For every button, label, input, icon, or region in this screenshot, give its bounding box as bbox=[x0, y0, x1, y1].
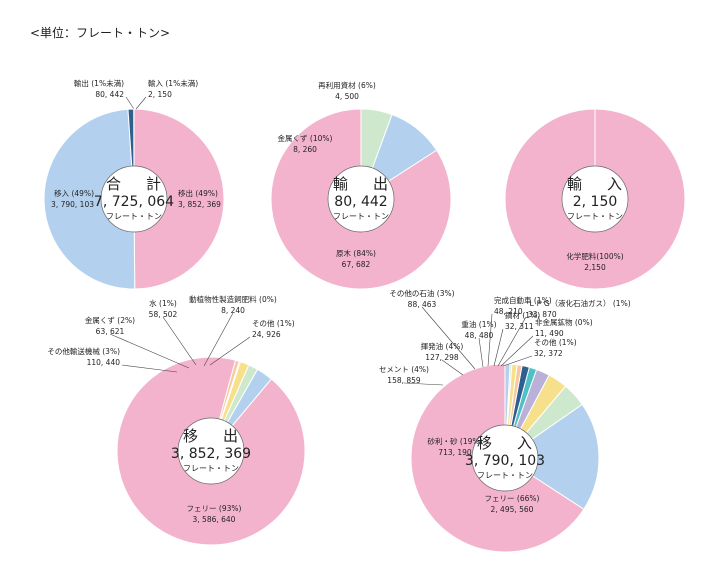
label-export-1: 金属くず (10%) bbox=[278, 133, 333, 143]
label-shipout-0: フェリー (93%) bbox=[187, 504, 242, 513]
label-shipout-1: その他輸送機械 (3%) bbox=[47, 346, 120, 356]
value-total-3: 2, 150 bbox=[148, 90, 172, 99]
value-shipout-1: 110, 440 bbox=[87, 358, 121, 367]
label-shipin-9: 非金属鉱物 (0%) bbox=[535, 317, 593, 327]
label-shipout-5: その他 (1%) bbox=[252, 318, 295, 328]
value-shipout-4: 8, 240 bbox=[221, 306, 245, 315]
value-shipin-1: 713, 190 bbox=[438, 448, 472, 457]
slice-shipin-1 bbox=[504, 403, 600, 510]
center-total-total: 7, 725, 064 bbox=[94, 194, 174, 210]
value-export-0: 67, 682 bbox=[342, 260, 371, 269]
center-unit-total: フレート・トン bbox=[106, 212, 162, 221]
center-total bbox=[100, 165, 168, 233]
center-title-shipin: 移 入 bbox=[477, 434, 537, 452]
slice-total-1 bbox=[43, 108, 136, 290]
center-total-shipin: 3, 790, 103 bbox=[465, 453, 545, 469]
pie-export: 輸 出80, 442 フレート・トン bbox=[270, 108, 452, 290]
label-export-2: 再利用資材 (6%) bbox=[318, 80, 376, 90]
label-total-2: 輸出 (1%未満) bbox=[74, 78, 124, 88]
label-shipin-2: セメント (4%) bbox=[379, 365, 429, 374]
label-shipout-3: 水 (1%) bbox=[149, 298, 177, 308]
pie-total: 合 計7, 725, 064 フレート・トン bbox=[43, 96, 225, 290]
value-shipin-10: 32, 372 bbox=[534, 349, 563, 358]
value-export-2: 4, 500 bbox=[335, 92, 359, 101]
value-shipout-2: 63, 621 bbox=[96, 327, 125, 336]
value-shipin-0: 2, 495, 560 bbox=[491, 505, 534, 514]
center-unit-export: フレート・トン bbox=[333, 212, 389, 221]
value-shipin-3: 127, 298 bbox=[425, 353, 459, 362]
label-total-1: 移入 (49%) bbox=[54, 188, 94, 198]
label-shipin-4: その他の石油 (3%) bbox=[389, 288, 454, 298]
center-title-shipout: 移 出 bbox=[183, 427, 243, 445]
value-shipin-2: 158, 859 bbox=[387, 376, 421, 385]
label-shipin-5: 重油 (1%) bbox=[461, 319, 496, 329]
center-title-import: 輸 入 bbox=[567, 175, 627, 193]
center-unit-shipin: フレート・トン bbox=[477, 471, 533, 480]
label-shipin-7: 鋼材 (1%) bbox=[505, 310, 540, 320]
label-shipin-10: その他 (1%) bbox=[534, 337, 577, 347]
value-shipin-9: 11, 490 bbox=[535, 329, 564, 338]
value-shipin-5: 48, 480 bbox=[465, 331, 494, 340]
value-shipout-3: 58, 502 bbox=[149, 310, 178, 319]
unit-label: <単位：フレート・トン> bbox=[30, 26, 171, 40]
label-shipin-3: 揮発油 (4%) bbox=[421, 341, 464, 351]
label-shipin-1: 砂利・砂 (19%) bbox=[428, 436, 483, 446]
center-total-import: 2, 150 bbox=[573, 194, 618, 210]
center-unit-import: フレート・トン bbox=[567, 212, 623, 221]
value-total-1: 3, 790, 103 bbox=[51, 200, 94, 209]
label-export-0: 原木 (84%) bbox=[336, 248, 376, 258]
center-title-export: 輸 出 bbox=[333, 175, 393, 193]
value-shipout-0: 3, 586, 640 bbox=[193, 515, 236, 524]
label-shipin-6: 完成自動車 (1%) bbox=[494, 295, 552, 305]
pie-shipin: 移 入3, 790, 103 フレート・トン bbox=[403, 306, 600, 553]
value-import-0: 2,150 bbox=[584, 263, 606, 272]
center-export bbox=[327, 165, 395, 233]
label-import-0: 化学肥料(100%) bbox=[566, 251, 623, 261]
value-total-0: 3, 852, 369 bbox=[178, 200, 221, 209]
value-export-1: 8, 260 bbox=[293, 145, 317, 154]
slice-total-0 bbox=[133, 108, 225, 290]
label-total-3: 輸入 (1%未満) bbox=[148, 78, 198, 88]
center-title-total: 合 計 bbox=[106, 175, 166, 193]
center-shipin bbox=[471, 424, 539, 492]
label-shipin-0: フェリー (66%) bbox=[485, 494, 540, 503]
value-shipin-4: 88, 463 bbox=[408, 300, 437, 309]
center-import bbox=[561, 165, 629, 233]
center-total-shipout: 3, 852, 369 bbox=[171, 446, 251, 462]
center-total-export: 80, 442 bbox=[334, 194, 387, 210]
label-total-0: 移出 (49%) bbox=[178, 188, 218, 198]
label-shipout-4: 動植物性製造飼肥料 (0%) bbox=[189, 294, 277, 304]
value-total-2: 80, 442 bbox=[95, 90, 124, 99]
label-shipin-8: ＬＰＧ（液化石油ガス） (1%) bbox=[528, 298, 631, 308]
label-shipout-2: 金属くず (2%) bbox=[85, 315, 135, 325]
value-shipin-8: 33, 870 bbox=[528, 310, 557, 319]
center-unit-shipout: フレート・トン bbox=[183, 464, 239, 473]
value-shipout-5: 24, 926 bbox=[252, 330, 281, 339]
value-shipin-6: 48, 210 bbox=[494, 307, 523, 316]
value-shipin-7: 32, 311 bbox=[505, 322, 534, 331]
pie-import: 輸 入2, 150 フレート・トン bbox=[504, 108, 686, 290]
pie-shipout: 移 出3, 852, 369 フレート・トン bbox=[109, 312, 306, 546]
center-shipout bbox=[177, 417, 245, 485]
